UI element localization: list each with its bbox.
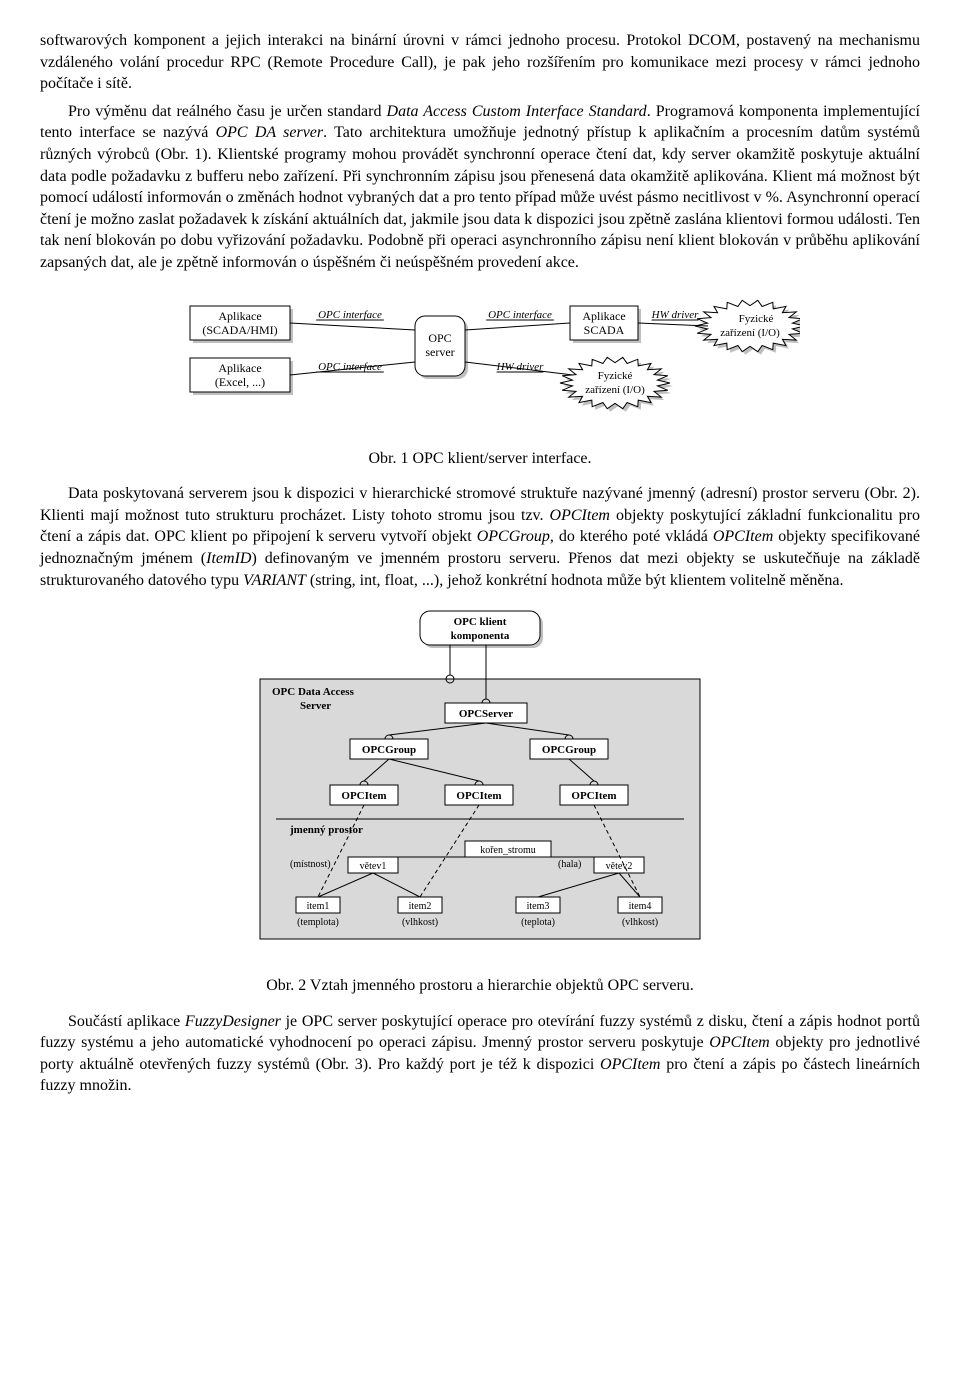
svg-text:větev1: větev1 — [360, 861, 387, 872]
svg-text:OPCItem: OPCItem — [456, 790, 501, 802]
paragraph-1: softwarových komponent a jejich interakc… — [40, 30, 920, 95]
p3-pre: Součástí aplikace — [68, 1013, 185, 1030]
svg-text:(teplota): (teplota) — [521, 917, 555, 928]
svg-text:server: server — [425, 345, 454, 359]
svg-text:komponenta: komponenta — [451, 630, 510, 642]
svg-text:Aplikace: Aplikace — [218, 309, 261, 323]
p1b-i2: OPC DA server — [216, 124, 324, 141]
svg-text:OPC interface: OPC interface — [318, 361, 382, 373]
svg-text:SCADA: SCADA — [584, 323, 625, 337]
svg-text:Server: Server — [300, 700, 331, 712]
svg-text:Aplikace: Aplikace — [218, 361, 261, 375]
svg-text:item1: item1 — [307, 901, 330, 912]
p1b-post: . Tato architektura umožňuje jednotný př… — [40, 124, 920, 271]
svg-text:(hala): (hala) — [558, 859, 581, 870]
paragraph-2: Data poskytovaná serverem jsou k dispozi… — [40, 483, 920, 591]
svg-text:OPCGroup: OPCGroup — [542, 744, 596, 756]
svg-text:OPCGroup: OPCGroup — [362, 744, 416, 756]
svg-text:HW driver: HW driver — [651, 309, 699, 321]
svg-text:OPCServer: OPCServer — [459, 708, 513, 720]
p3-i3: OPCItem — [600, 1056, 660, 1073]
svg-text:OPCItem: OPCItem — [571, 790, 616, 802]
svg-text:(vlhkost): (vlhkost) — [622, 917, 658, 928]
svg-text:OPC interface: OPC interface — [488, 309, 552, 321]
svg-text:zařízení (I/O): zařízení (I/O) — [720, 327, 780, 339]
svg-text:jmenný prostor: jmenný prostor — [289, 824, 363, 836]
svg-text:item2: item2 — [409, 901, 432, 912]
p2-i4: ItemID — [206, 550, 251, 567]
p2-m5: (string, int, float, ...), jehož konkrét… — [306, 572, 844, 589]
svg-text:(Excel, ...): (Excel, ...) — [215, 375, 265, 389]
svg-text:(templota): (templota) — [297, 917, 339, 928]
svg-text:OPC interface: OPC interface — [318, 309, 382, 321]
svg-text:zařízení (I/O): zařízení (I/O) — [585, 384, 645, 396]
p1b-pre: Pro výměnu dat reálného času je určen st… — [68, 103, 387, 120]
figure-1-caption: Obr. 1 OPC klient/server interface. — [40, 448, 920, 470]
svg-text:Fyzické: Fyzické — [739, 313, 774, 325]
svg-text:OPCItem: OPCItem — [341, 790, 386, 802]
svg-text:item3: item3 — [527, 901, 550, 912]
p3-i1: FuzzyDesigner — [185, 1013, 281, 1030]
paragraph-1b: Pro výměnu dat reálného času je určen st… — [40, 101, 920, 274]
paragraph-3: Součástí aplikace FuzzyDesigner je OPC s… — [40, 1011, 920, 1097]
svg-text:HW driver: HW driver — [496, 361, 544, 373]
svg-text:kořen_stromu: kořen_stromu — [480, 845, 536, 856]
svg-text:Fyzické: Fyzické — [598, 370, 633, 382]
p2-i5: VARIANT — [243, 572, 306, 589]
p1-text-a: softwarových komponent a jejich interakc… — [40, 32, 920, 92]
svg-text:Aplikace: Aplikace — [582, 309, 625, 323]
figure-2-diagram: OPC Data Access Server OPC klient komponent… — [220, 605, 740, 965]
figure-2-caption: Obr. 2 Vztah jmenného prostoru a hierarc… — [40, 975, 920, 997]
p2-i1: OPCItem — [550, 507, 610, 524]
p2-m2: , do kterého poté vkládá — [550, 528, 713, 545]
svg-text:(místnost): (místnost) — [290, 859, 331, 870]
svg-text:(vlhkost): (vlhkost) — [402, 917, 438, 928]
svg-text:větev2: větev2 — [606, 861, 633, 872]
p1b-i1: Data Access Custom Interface Standard — [387, 103, 647, 120]
svg-text:item4: item4 — [629, 901, 652, 912]
figure-1-diagram: Aplikace(SCADA/HMI)Aplikace(Excel, ...)O… — [160, 288, 800, 438]
svg-text:(SCADA/HMI): (SCADA/HMI) — [202, 323, 277, 337]
p2-i3: OPCItem — [713, 528, 773, 545]
p2-i2: OPCGroup — [477, 528, 550, 545]
p3-i2: OPCItem — [709, 1034, 769, 1051]
svg-text:OPC: OPC — [428, 331, 451, 345]
svg-text:OPC klient: OPC klient — [454, 616, 507, 628]
svg-text:OPC Data Access: OPC Data Access — [272, 686, 355, 698]
